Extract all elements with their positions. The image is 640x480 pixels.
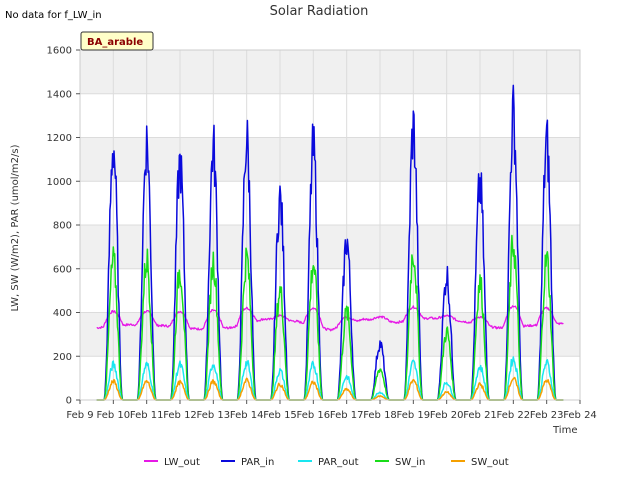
legend-item-lw-out: LW_out: [144, 457, 200, 468]
y-tick-label: 200: [53, 352, 72, 363]
y-tick-label: 1200: [47, 133, 72, 144]
badge: BA_arable: [80, 31, 154, 51]
y-tick-label: 1000: [47, 177, 72, 188]
x-tick-label: Feb 17: [330, 410, 364, 421]
x-tick-label: Feb 14: [230, 410, 264, 421]
y-tick-label: 1400: [47, 89, 72, 100]
x-tick-label: Feb 19: [397, 410, 431, 421]
y-axis-ticks: 0 200 400 600 800 1000 1200 1400 1600: [47, 46, 80, 407]
background-band: [80, 137, 580, 182]
y-tick-label: 1600: [47, 46, 72, 57]
x-tick-label: Feb 10: [97, 410, 131, 421]
x-tick-label: Feb 23: [530, 410, 564, 421]
y-tick-label: 0: [66, 396, 72, 407]
x-tick-label: Feb 20: [430, 410, 464, 421]
x-tick-label: Feb 16: [297, 410, 331, 421]
legend: LW_out PAR_in PAR_out SW_in SW_out: [144, 457, 509, 468]
y-tick-label: 400: [53, 308, 72, 319]
x-tick-label: Feb 12: [163, 410, 197, 421]
y-tick-label: 800: [53, 221, 72, 232]
legend-item-sw-out: SW_out: [451, 457, 509, 468]
background-band: [80, 50, 580, 94]
x-axis-label: Time: [552, 425, 577, 436]
x-tick-label: Feb 15: [263, 410, 297, 421]
legend-label: SW_out: [471, 457, 509, 468]
no-data-note: No data for f_LW_in: [5, 10, 102, 21]
legend-item-sw-in: SW_in: [375, 457, 425, 468]
legend-label: PAR_out: [318, 457, 359, 468]
legend-label: SW_in: [395, 457, 425, 468]
x-tick-label: Feb 18: [363, 410, 397, 421]
x-tick-label: Feb 21: [463, 410, 497, 421]
legend-item-par-out: PAR_out: [298, 457, 359, 468]
legend-label: LW_out: [164, 457, 200, 468]
x-axis-ticks: Feb 9 Feb 10 Feb 11 Feb 12 Feb 13 Feb 14 Feb 1…: [66, 400, 597, 421]
legend-item-par-in: PAR_in: [221, 457, 274, 468]
background-band: [80, 312, 580, 357]
x-tick-label: Feb 11: [130, 410, 164, 421]
x-tick-label: Feb 9: [66, 410, 93, 421]
x-tick-label: Feb 24: [563, 410, 597, 421]
x-tick-label: Feb 22: [497, 410, 531, 421]
legend-label: PAR_in: [241, 457, 274, 468]
y-tick-label: 600: [53, 264, 72, 275]
badge-box: [80, 31, 154, 51]
badge-label: BA_arable: [87, 37, 143, 48]
background-band: [80, 225, 580, 269]
chart-title: Solar Radiation: [270, 4, 369, 19]
y-axis-label: LW, SW (W/m2), PAR (umol/m2/s): [10, 144, 21, 311]
x-tick-label: Feb 13: [197, 410, 231, 421]
